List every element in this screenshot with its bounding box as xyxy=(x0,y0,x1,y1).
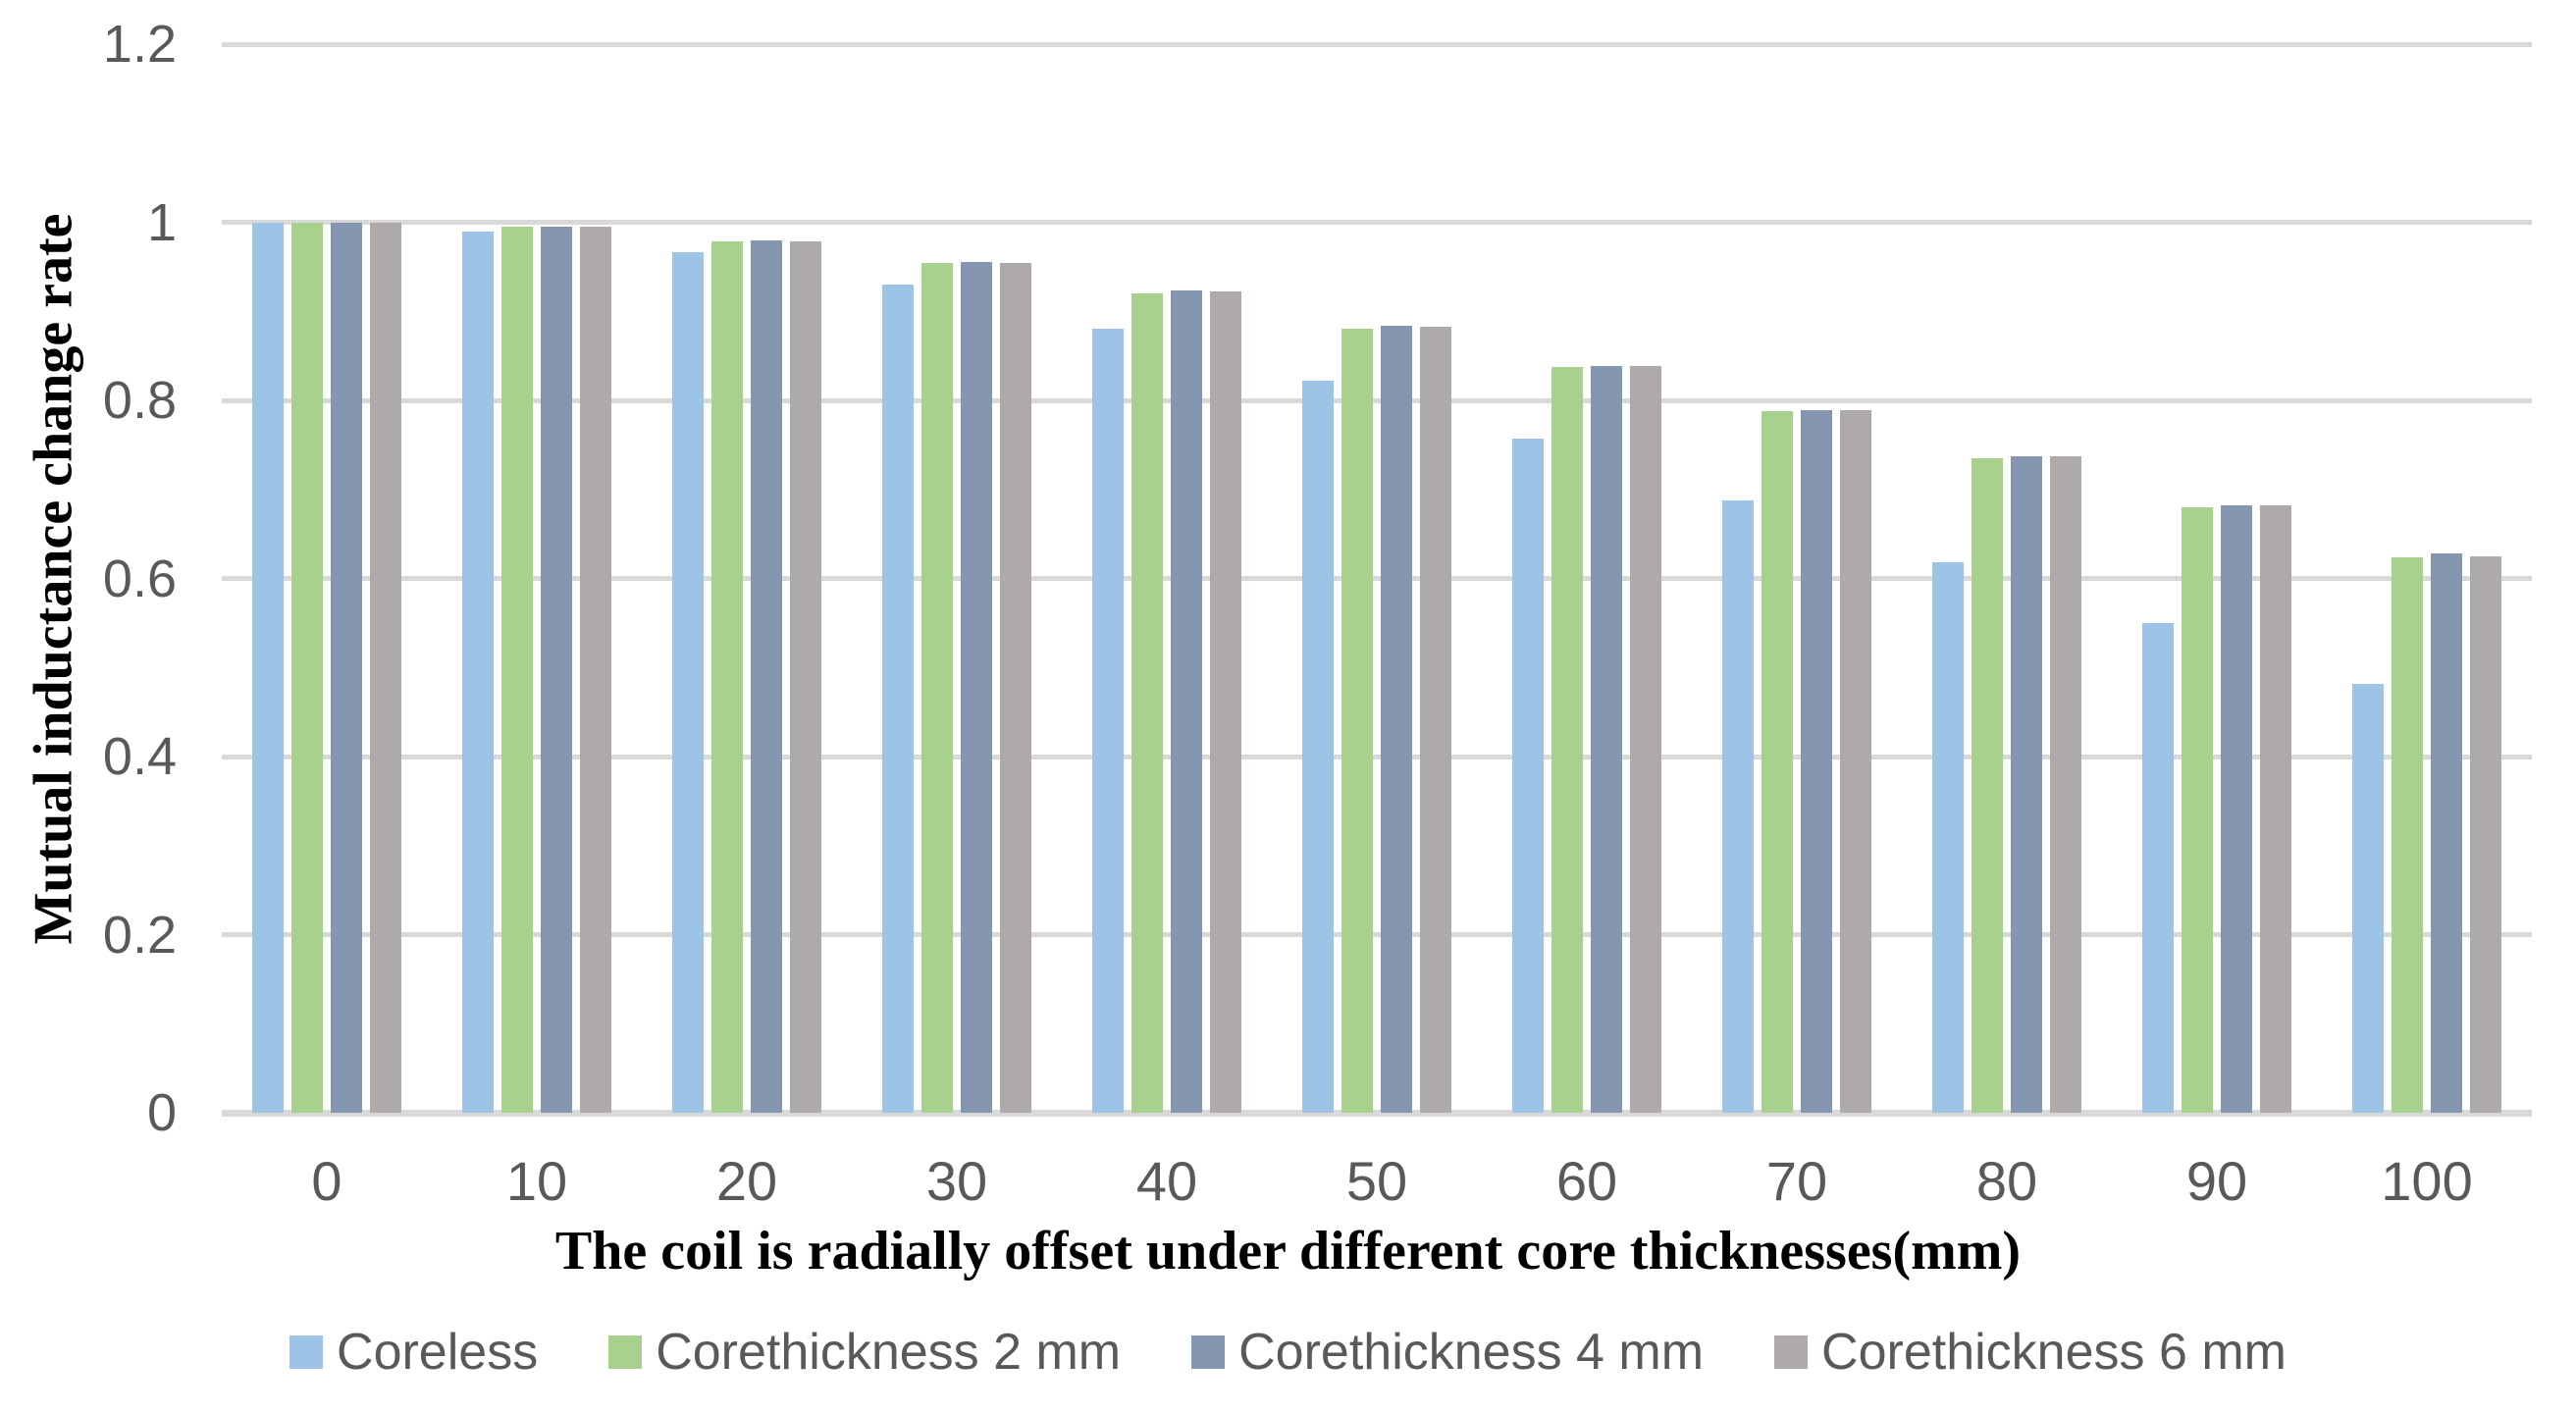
bar-coreless-x60 xyxy=(1512,439,1544,1113)
bar-corethickness-4-mm-x100 xyxy=(2431,553,2462,1113)
bar-corethickness-2-mm-x20 xyxy=(711,241,743,1113)
bar-corethickness-2-mm-x40 xyxy=(1131,293,1163,1113)
legend-label: Corethickness 2 mm xyxy=(656,1324,1122,1381)
x-tick-label-80: 80 xyxy=(1975,1150,2038,1212)
bar-corethickness-4-mm-x70 xyxy=(1801,409,1832,1113)
legend-swatch-icon xyxy=(1191,1335,1226,1369)
y-tick-label-1: 1 xyxy=(146,192,177,252)
x-tick-label-100: 100 xyxy=(2381,1150,2473,1212)
bar-group-20 xyxy=(642,44,852,1113)
legend-swatch-icon xyxy=(289,1335,324,1369)
x-axis-title: The coil is radially offset under differ… xyxy=(554,1221,2022,1282)
bar-corethickness-4-mm-x40 xyxy=(1171,290,1202,1113)
bar-corethickness-6-mm-x20 xyxy=(790,240,821,1113)
bar-corethickness-4-mm-x50 xyxy=(1381,325,1412,1113)
x-tick-label-30: 30 xyxy=(925,1150,988,1212)
bar-coreless-x40 xyxy=(1092,329,1124,1113)
bar-coreless-x0 xyxy=(252,222,284,1113)
bar-corethickness-2-mm-x50 xyxy=(1341,328,1373,1113)
bar-corethickness-6-mm-x100 xyxy=(2470,555,2501,1113)
bar-corethickness-4-mm-x80 xyxy=(2011,456,2042,1113)
chart-legend: Coreless Corethickness 2 mm Corethickness … xyxy=(0,1323,2576,1382)
bar-coreless-x70 xyxy=(1722,499,1754,1113)
gridline-y-0.8 xyxy=(222,397,2532,403)
bar-corethickness-2-mm-x100 xyxy=(2392,556,2423,1113)
bar-corethickness-2-mm-x70 xyxy=(1761,410,1793,1113)
bar-corethickness-2-mm-x80 xyxy=(1971,458,2003,1113)
x-tick-label-10: 10 xyxy=(505,1150,568,1212)
x-tick-label-90: 90 xyxy=(2185,1150,2248,1212)
bar-coreless-x100 xyxy=(2352,683,2384,1113)
bar-corethickness-6-mm-x50 xyxy=(1420,326,1451,1113)
bar-corethickness-4-mm-x10 xyxy=(541,227,572,1113)
bar-corethickness-6-mm-x90 xyxy=(2260,505,2291,1113)
bar-corethickness-4-mm-x90 xyxy=(2221,505,2252,1113)
y-tick-label-0.4: 0.4 xyxy=(102,727,177,786)
bar-group-60 xyxy=(1482,44,1692,1113)
bar-group-30 xyxy=(852,44,1062,1113)
bar-corethickness-2-mm-x90 xyxy=(2182,506,2213,1113)
bar-corethickness-4-mm-x0 xyxy=(331,222,362,1113)
legend-swatch-icon xyxy=(608,1335,643,1369)
bar-corethickness-2-mm-x10 xyxy=(501,227,533,1113)
bar-group-100 xyxy=(2322,44,2532,1113)
bar-coreless-x30 xyxy=(882,285,914,1113)
y-tick-label-0.6: 0.6 xyxy=(102,549,177,608)
x-tick-label-0: 0 xyxy=(311,1150,342,1212)
bar-corethickness-4-mm-x60 xyxy=(1591,365,1622,1113)
y-tick-label-0.8: 0.8 xyxy=(102,371,177,430)
bar-coreless-x10 xyxy=(462,231,494,1113)
bar-coreless-x50 xyxy=(1302,381,1334,1113)
bar-corethickness-2-mm-x0 xyxy=(291,222,323,1113)
bar-group-50 xyxy=(1272,44,1482,1113)
bar-group-0 xyxy=(222,44,432,1113)
x-tick-label-40: 40 xyxy=(1135,1150,1198,1212)
bar-group-70 xyxy=(1692,44,1902,1113)
bar-group-10 xyxy=(432,44,642,1113)
bar-corethickness-6-mm-x70 xyxy=(1840,409,1871,1113)
y-tick-label-0: 0 xyxy=(146,1083,177,1142)
bar-coreless-x80 xyxy=(1932,562,1964,1113)
bar-coreless-x20 xyxy=(672,252,704,1113)
bar-group-40 xyxy=(1062,44,1272,1113)
legend-label: Coreless xyxy=(337,1324,539,1381)
legend-item-corethickness-6-mm: Corethickness 6 mm xyxy=(1774,1323,2287,1382)
bar-group-80 xyxy=(1902,44,2112,1113)
x-tick-label-20: 20 xyxy=(715,1150,778,1212)
x-tick-label-70: 70 xyxy=(1765,1150,1828,1212)
bar-corethickness-2-mm-x30 xyxy=(921,263,953,1113)
bar-corethickness-6-mm-x0 xyxy=(370,222,401,1113)
gridline-y-0.6 xyxy=(222,576,2532,581)
legend-item-corethickness-4-mm: Corethickness 4 mm xyxy=(1191,1323,1704,1382)
bar-corethickness-6-mm-x80 xyxy=(2050,456,2081,1113)
bar-corethickness-6-mm-x10 xyxy=(580,227,611,1113)
gridline-y-1 xyxy=(222,220,2532,225)
bar-corethickness-2-mm-x60 xyxy=(1551,366,1583,1113)
plot-area xyxy=(222,41,2532,1117)
legend-item-corethickness-2-mm: Corethickness 2 mm xyxy=(608,1323,1121,1382)
legend-swatch-icon xyxy=(1774,1335,1809,1369)
gridline-y-0.2 xyxy=(222,932,2532,937)
gridline-y-1.2 xyxy=(222,41,2532,47)
gridline-y-0 xyxy=(222,1109,2532,1117)
bar-group-90 xyxy=(2112,44,2322,1113)
bar-corethickness-4-mm-x20 xyxy=(751,239,782,1113)
x-tick-label-60: 60 xyxy=(1555,1150,1618,1212)
legend-label: Corethickness 4 mm xyxy=(1238,1324,1705,1381)
bar-corethickness-6-mm-x60 xyxy=(1630,365,1661,1113)
bar-coreless-x90 xyxy=(2142,622,2174,1113)
bar-corethickness-4-mm-x30 xyxy=(961,262,992,1113)
legend-label: Corethickness 6 mm xyxy=(1821,1324,2287,1381)
gridline-y-0.4 xyxy=(222,754,2532,759)
x-tick-label-50: 50 xyxy=(1345,1150,1408,1212)
bar-corethickness-6-mm-x40 xyxy=(1210,291,1241,1113)
bar-corethickness-6-mm-x30 xyxy=(1000,263,1031,1113)
legend-item-coreless: Coreless xyxy=(289,1323,538,1382)
y-tick-label-0.2: 0.2 xyxy=(102,905,177,965)
y-tick-label-1.2: 1.2 xyxy=(102,15,177,74)
